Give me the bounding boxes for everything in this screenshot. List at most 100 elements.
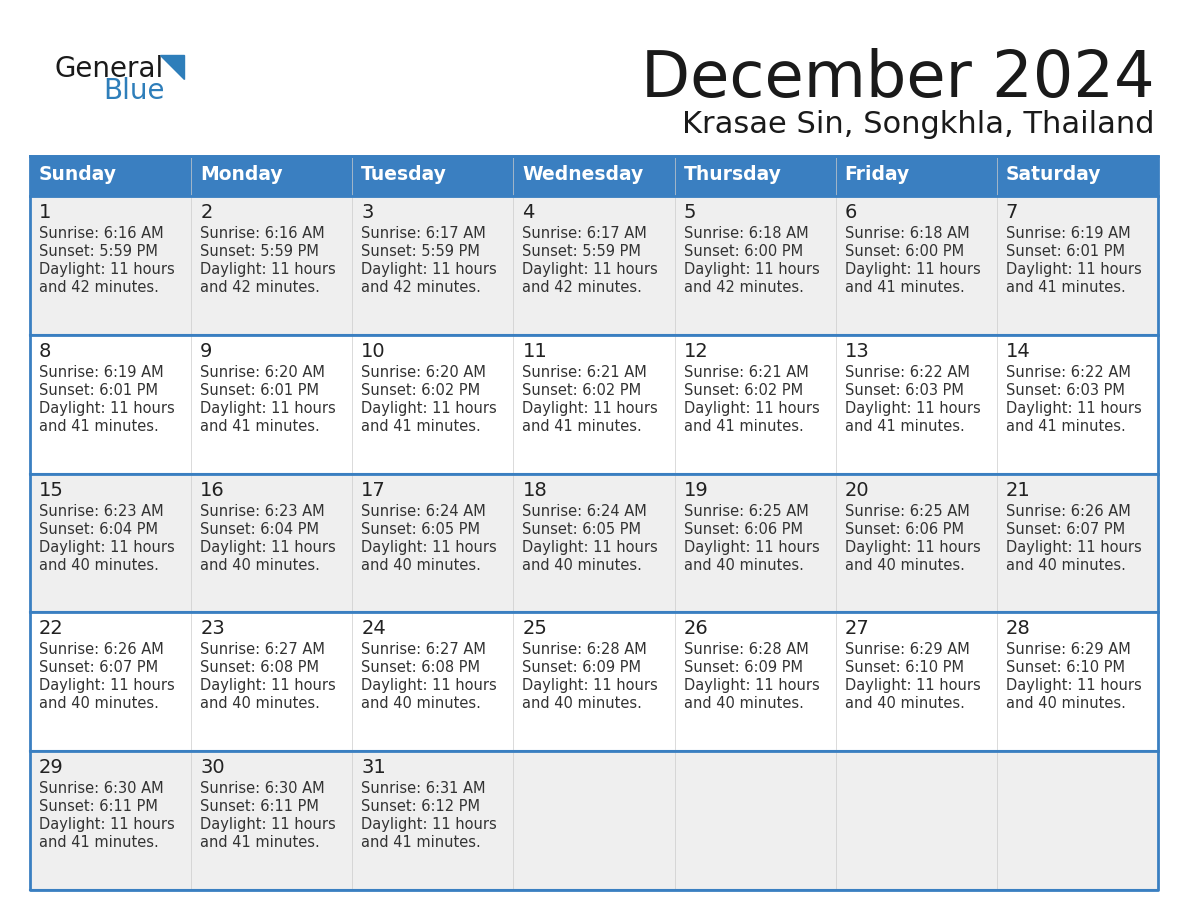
Text: Sunset: 6:05 PM: Sunset: 6:05 PM — [361, 521, 480, 537]
Text: 10: 10 — [361, 341, 386, 361]
Text: Sunday: Sunday — [39, 165, 116, 185]
Text: Sunrise: 6:18 AM: Sunrise: 6:18 AM — [845, 226, 969, 241]
Text: Daylight: 11 hours: Daylight: 11 hours — [683, 678, 820, 693]
Text: Thursday: Thursday — [683, 165, 782, 185]
Text: Daylight: 11 hours: Daylight: 11 hours — [200, 540, 336, 554]
Text: and 41 minutes.: and 41 minutes. — [523, 419, 643, 434]
Text: Wednesday: Wednesday — [523, 165, 644, 185]
Text: Tuesday: Tuesday — [361, 165, 447, 185]
Text: 19: 19 — [683, 481, 708, 499]
Text: 18: 18 — [523, 481, 548, 499]
Text: 28: 28 — [1006, 620, 1031, 638]
Text: and 40 minutes.: and 40 minutes. — [39, 697, 159, 711]
Text: and 42 minutes.: and 42 minutes. — [200, 280, 320, 295]
Text: Sunrise: 6:31 AM: Sunrise: 6:31 AM — [361, 781, 486, 796]
Text: 16: 16 — [200, 481, 225, 499]
Text: Sunrise: 6:21 AM: Sunrise: 6:21 AM — [523, 364, 647, 380]
Text: 1: 1 — [39, 203, 51, 222]
Text: and 40 minutes.: and 40 minutes. — [523, 697, 643, 711]
Text: Daylight: 11 hours: Daylight: 11 hours — [523, 401, 658, 416]
Text: and 40 minutes.: and 40 minutes. — [200, 697, 320, 711]
Text: Sunrise: 6:17 AM: Sunrise: 6:17 AM — [361, 226, 486, 241]
Text: Daylight: 11 hours: Daylight: 11 hours — [845, 401, 980, 416]
Text: and 42 minutes.: and 42 minutes. — [39, 280, 159, 295]
Text: and 40 minutes.: and 40 minutes. — [1006, 557, 1126, 573]
Text: and 42 minutes.: and 42 minutes. — [361, 280, 481, 295]
Text: Sunset: 6:00 PM: Sunset: 6:00 PM — [683, 244, 803, 259]
Text: Friday: Friday — [845, 165, 910, 185]
Text: Sunrise: 6:24 AM: Sunrise: 6:24 AM — [523, 504, 647, 519]
Bar — [191, 156, 353, 196]
Bar — [997, 156, 1158, 196]
Text: and 41 minutes.: and 41 minutes. — [39, 419, 159, 434]
Text: Sunset: 6:05 PM: Sunset: 6:05 PM — [523, 521, 642, 537]
Bar — [353, 156, 513, 196]
Text: 12: 12 — [683, 341, 708, 361]
Text: 6: 6 — [845, 203, 857, 222]
Text: and 41 minutes.: and 41 minutes. — [1006, 280, 1125, 295]
Text: 21: 21 — [1006, 481, 1031, 499]
Text: Sunset: 6:10 PM: Sunset: 6:10 PM — [845, 660, 963, 676]
Text: 7: 7 — [1006, 203, 1018, 222]
Text: 29: 29 — [39, 758, 64, 778]
Text: Sunrise: 6:30 AM: Sunrise: 6:30 AM — [200, 781, 324, 796]
Text: and 40 minutes.: and 40 minutes. — [523, 557, 643, 573]
Text: and 41 minutes.: and 41 minutes. — [361, 419, 481, 434]
Text: and 41 minutes.: and 41 minutes. — [200, 419, 320, 434]
Text: and 41 minutes.: and 41 minutes. — [200, 835, 320, 850]
Text: 14: 14 — [1006, 341, 1031, 361]
Text: 25: 25 — [523, 620, 548, 638]
Text: Daylight: 11 hours: Daylight: 11 hours — [845, 262, 980, 277]
Text: December 2024: December 2024 — [642, 48, 1155, 110]
Text: 4: 4 — [523, 203, 535, 222]
Text: Monday: Monday — [200, 165, 283, 185]
Text: Sunrise: 6:25 AM: Sunrise: 6:25 AM — [845, 504, 969, 519]
Text: Sunset: 6:09 PM: Sunset: 6:09 PM — [523, 660, 642, 676]
Text: Sunrise: 6:19 AM: Sunrise: 6:19 AM — [39, 364, 164, 380]
Text: Sunrise: 6:23 AM: Sunrise: 6:23 AM — [39, 504, 164, 519]
Text: Sunset: 5:59 PM: Sunset: 5:59 PM — [523, 244, 642, 259]
Text: Sunset: 6:08 PM: Sunset: 6:08 PM — [200, 660, 320, 676]
Text: General: General — [55, 55, 164, 83]
Text: and 41 minutes.: and 41 minutes. — [845, 419, 965, 434]
Text: 8: 8 — [39, 341, 51, 361]
Text: Sunset: 6:04 PM: Sunset: 6:04 PM — [200, 521, 320, 537]
Text: Sunrise: 6:20 AM: Sunrise: 6:20 AM — [200, 364, 326, 380]
Text: and 41 minutes.: and 41 minutes. — [39, 835, 159, 850]
Text: and 40 minutes.: and 40 minutes. — [1006, 697, 1126, 711]
Text: Daylight: 11 hours: Daylight: 11 hours — [39, 262, 175, 277]
Text: Daylight: 11 hours: Daylight: 11 hours — [845, 678, 980, 693]
Text: and 40 minutes.: and 40 minutes. — [845, 557, 965, 573]
Bar — [675, 156, 835, 196]
Bar — [513, 156, 675, 196]
Text: Daylight: 11 hours: Daylight: 11 hours — [361, 401, 497, 416]
Text: Sunrise: 6:25 AM: Sunrise: 6:25 AM — [683, 504, 808, 519]
Text: Sunset: 5:59 PM: Sunset: 5:59 PM — [200, 244, 320, 259]
Text: Daylight: 11 hours: Daylight: 11 hours — [39, 678, 175, 693]
Text: Daylight: 11 hours: Daylight: 11 hours — [39, 817, 175, 833]
Text: 24: 24 — [361, 620, 386, 638]
Text: Sunrise: 6:26 AM: Sunrise: 6:26 AM — [39, 643, 164, 657]
Text: Daylight: 11 hours: Daylight: 11 hours — [523, 678, 658, 693]
Text: Sunset: 6:06 PM: Sunset: 6:06 PM — [845, 521, 963, 537]
Text: Sunset: 5:59 PM: Sunset: 5:59 PM — [361, 244, 480, 259]
Text: Sunrise: 6:24 AM: Sunrise: 6:24 AM — [361, 504, 486, 519]
Text: and 42 minutes.: and 42 minutes. — [523, 280, 643, 295]
Bar — [30, 751, 1158, 890]
Text: and 41 minutes.: and 41 minutes. — [845, 280, 965, 295]
Text: Sunset: 6:02 PM: Sunset: 6:02 PM — [361, 383, 480, 397]
Bar — [835, 156, 997, 196]
Text: Sunset: 6:03 PM: Sunset: 6:03 PM — [1006, 383, 1125, 397]
Bar — [30, 156, 191, 196]
Text: Sunset: 5:59 PM: Sunset: 5:59 PM — [39, 244, 158, 259]
Text: Sunrise: 6:28 AM: Sunrise: 6:28 AM — [683, 643, 808, 657]
Text: 30: 30 — [200, 758, 225, 778]
Text: 5: 5 — [683, 203, 696, 222]
Text: Saturday: Saturday — [1006, 165, 1101, 185]
Text: Sunset: 6:02 PM: Sunset: 6:02 PM — [683, 383, 803, 397]
Text: 22: 22 — [39, 620, 64, 638]
Text: and 40 minutes.: and 40 minutes. — [845, 697, 965, 711]
Text: 31: 31 — [361, 758, 386, 778]
Text: Daylight: 11 hours: Daylight: 11 hours — [200, 262, 336, 277]
Text: Daylight: 11 hours: Daylight: 11 hours — [200, 678, 336, 693]
